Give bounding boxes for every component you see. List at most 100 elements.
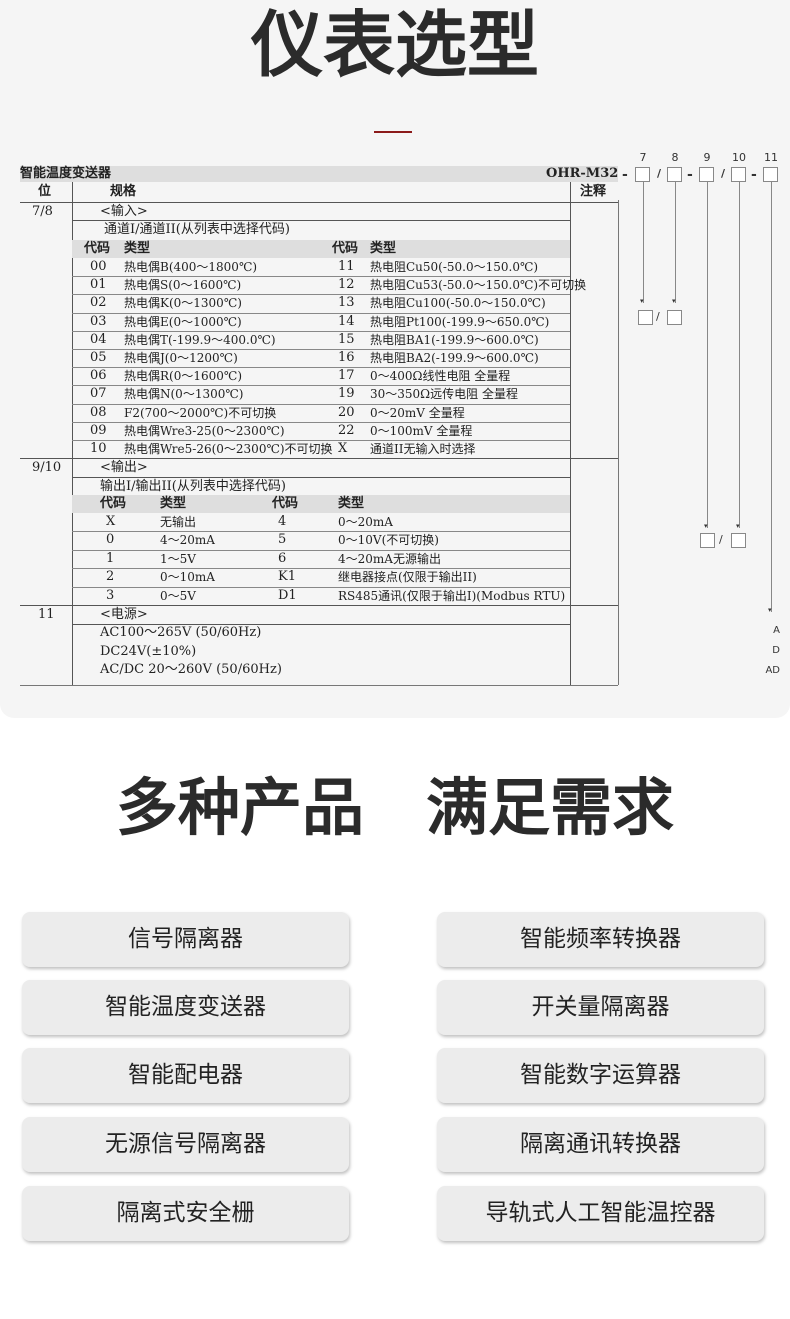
- type-cell: 1～5V: [160, 551, 196, 566]
- code-box-7: [635, 167, 650, 182]
- code-cell: 00: [90, 259, 107, 274]
- type-cell: 0～20mV 全量程: [370, 405, 465, 420]
- input-position: 7/8: [32, 204, 53, 219]
- slash-separator: /: [721, 167, 726, 180]
- code-result-box: [731, 533, 746, 548]
- header-h_type: 类型: [370, 241, 397, 256]
- col-pos-header: 位: [38, 184, 52, 199]
- power-code: A: [773, 625, 780, 636]
- type-cell: 继电器接点(仅限于输出II): [338, 570, 477, 585]
- input-section-label: <输入>: [100, 204, 148, 219]
- code-result-box: [667, 310, 682, 325]
- type-cell: 热电阻BA2(-199.9～600.0℃): [370, 351, 539, 365]
- output-section-label: <输出>: [100, 460, 148, 475]
- row-divider: [72, 440, 570, 441]
- product-button[interactable]: 信号隔离器: [22, 912, 349, 967]
- position-digit: 7: [639, 151, 647, 164]
- code-cell: 11: [338, 259, 355, 274]
- row-divider: [72, 385, 570, 387]
- dash-separator: -: [622, 167, 628, 183]
- model-number: OHR-M32: [546, 166, 619, 181]
- type-cell: 30～350Ω远传电阻 全量程: [370, 387, 518, 402]
- code-cell: 02: [90, 295, 107, 311]
- type-cell: 热电偶E(0～1000℃): [124, 314, 242, 329]
- type-cell: 热电偶T(-199.9～400.0℃): [124, 332, 276, 347]
- type-cell: 热电阻Pt100(-199.9～650.0℃): [370, 314, 550, 329]
- row-divider: [72, 531, 570, 533]
- code-box-11: [763, 167, 778, 182]
- position-digit: 11: [764, 151, 778, 164]
- type-cell: 热电偶J(0～1200℃): [124, 351, 238, 365]
- code-cell: 06: [90, 368, 107, 384]
- type-cell: 热电阻Cu53(-50.0～150.0℃)不可切换: [370, 278, 587, 293]
- dash-separator: -: [751, 167, 757, 183]
- type-cell: 0～400Ω线性电阻 全量程: [370, 369, 511, 384]
- product-button[interactable]: 开关量隔离器: [437, 980, 764, 1035]
- code-cell: 3: [106, 587, 115, 603]
- type-cell: 4～20mA: [160, 533, 215, 548]
- output-position: 9/10: [32, 460, 62, 475]
- type-cell: 0～20mA: [338, 515, 393, 529]
- section-title: 多种产品 满足需求: [115, 771, 674, 844]
- code-cell: 03: [90, 313, 107, 329]
- row-divider: [72, 312, 570, 314]
- code-result-box: [638, 310, 653, 325]
- code-cell: 16: [338, 350, 355, 365]
- type-cell: 热电偶N(0～1300℃): [124, 387, 244, 402]
- connector-line: [675, 182, 676, 303]
- slash-separator: /: [719, 533, 723, 546]
- product-button[interactable]: 无源信号隔离器: [22, 1117, 349, 1172]
- code-cell: 20: [338, 404, 355, 420]
- row-divider: [72, 624, 570, 625]
- type-cell: 热电偶Wre5-26(0～2300℃)不可切换: [124, 442, 333, 456]
- type-cell: 热电阻Cu50(-50.0～150.0℃): [370, 260, 539, 274]
- code-cell: 04: [90, 331, 107, 347]
- product-button[interactable]: 智能配电器: [22, 1048, 349, 1103]
- type-cell: 0～10V(不可切换): [338, 533, 439, 548]
- code-cell: 15: [338, 331, 355, 347]
- row-divider: [72, 367, 570, 369]
- arrow-icon: ▾: [704, 522, 708, 530]
- type-cell: 热电阻Cu100(-50.0～150.0℃): [370, 296, 546, 311]
- connector-line: [707, 182, 708, 528]
- code-cell: 0: [106, 532, 115, 548]
- product-button[interactable]: 智能频率转换器: [437, 912, 764, 967]
- code-cell: 10: [90, 441, 107, 456]
- product-button[interactable]: 智能数字运算器: [437, 1048, 764, 1103]
- header-h_code: 代码: [100, 496, 127, 511]
- connector-line: [643, 182, 644, 303]
- product-button[interactable]: 智能温度变送器: [22, 980, 349, 1035]
- power-option: AC/DC 20～260V (50/60Hz): [100, 662, 282, 677]
- type-cell: 热电偶B(400～1800℃): [124, 260, 258, 274]
- type-cell: 4～20mA无源输出: [338, 551, 441, 566]
- position-digit: 8: [671, 151, 679, 164]
- code-cell: 12: [338, 277, 355, 293]
- code-cell: D1: [278, 587, 297, 603]
- table-header-row: [72, 240, 570, 258]
- power-position: 11: [38, 607, 55, 622]
- header-h_code: 代码: [84, 241, 111, 256]
- type-cell: RS485通讯(仅限于输出I)(Modbus RTU): [338, 588, 566, 603]
- power-code: D: [772, 645, 780, 656]
- code-cell: 19: [338, 386, 355, 402]
- product-button[interactable]: 隔离式安全栅: [22, 1186, 349, 1241]
- type-cell: 0～10mA: [160, 570, 215, 585]
- code-cell: 01: [90, 277, 107, 293]
- type-cell: 热电阻BA1(-199.9～600.0℃): [370, 332, 539, 347]
- product-button[interactable]: 导轨式人工智能温控器: [437, 1186, 764, 1241]
- product-button[interactable]: 隔离通讯转换器: [437, 1117, 764, 1172]
- row-divider: [72, 586, 570, 588]
- code-cell: 05: [90, 350, 107, 365]
- type-cell: 热电偶K(0～1300℃): [124, 296, 242, 311]
- title-divider: [374, 131, 412, 133]
- code-cell: 6: [278, 550, 287, 566]
- type-cell: 通道II无输入时选择: [370, 442, 476, 456]
- row-divider: [72, 220, 570, 221]
- code-cell: K1: [278, 569, 296, 585]
- row-divider: [72, 349, 570, 350]
- power-option: DC24V(±10%): [100, 643, 197, 659]
- col-spec-header: 规格: [110, 184, 137, 199]
- col-note-header: 注释: [580, 184, 607, 199]
- code-cell: 1: [106, 550, 115, 566]
- row-divider: [72, 421, 570, 423]
